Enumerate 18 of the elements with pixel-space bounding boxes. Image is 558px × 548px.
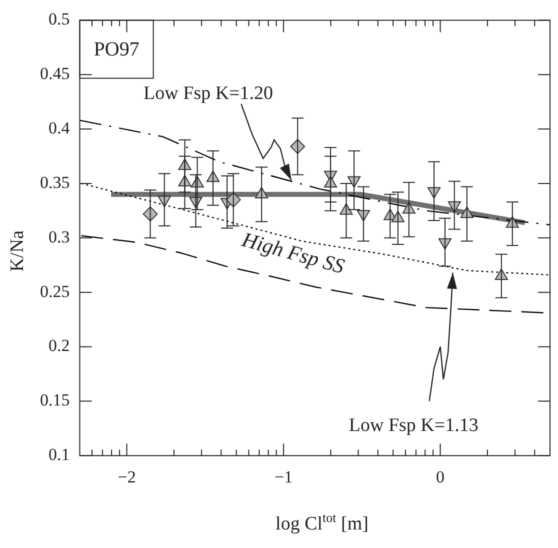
- y-tick-label: 0.4: [48, 118, 70, 138]
- y-tick-label: 0.1: [48, 445, 70, 464]
- y-tick-label: 0.2: [48, 336, 70, 356]
- x-tick-label: −2: [118, 467, 136, 486]
- x-tick-label: −1: [274, 467, 293, 486]
- x-axis-title: log Cl$^{tot}$ [m]: [274, 510, 370, 536]
- y-tick-label: 0.15: [40, 390, 70, 410]
- y-tick-label: 0.45: [40, 64, 70, 84]
- annotation: PO97: [94, 38, 140, 60]
- y-axis-title: K/Na: [7, 229, 29, 274]
- y-tick-label: 0.5: [48, 10, 70, 29]
- y-tick-label: 0.3: [48, 227, 70, 246]
- y-tick-label: 0.35: [40, 172, 70, 192]
- annotation: Low Fsp K=1.13: [348, 415, 478, 436]
- annotation: Low Fsp K=1.20: [144, 83, 274, 104]
- x-tick-label: 0: [436, 467, 445, 486]
- y-tick-label: 0.25: [40, 282, 70, 301]
- annotation: High Fsp SS: [238, 226, 348, 278]
